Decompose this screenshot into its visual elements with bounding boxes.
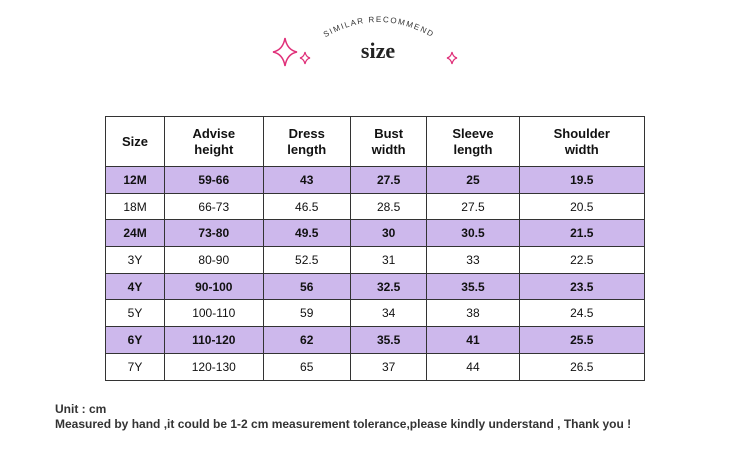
table-cell: 33 [426,246,520,274]
column-header: Advise height [164,116,264,167]
table-cell: 5Y [104,299,166,328]
size-table: Size Advise height Dress length Bust width Slee… [104,116,646,381]
table-cell: 35.5 [426,272,520,301]
table-cell: 4Y [104,272,166,301]
table-row: 6Y 110-120 62 35.5 41 25.5 [104,326,646,354]
table-cell: 31 [349,246,428,274]
table-cell: 6Y [104,326,166,354]
table-row: 7Y 120-130 65 37 44 26.5 [104,352,646,381]
header-line: Shoulder [553,125,610,141]
table-cell: 12M [104,166,166,194]
table-cell: 7Y [104,352,166,381]
table-cell: 27.5 [426,192,520,221]
table-row: 3Y 80-90 52.5 31 33 22.5 [104,246,646,274]
table-cell: 100-110 [164,299,264,328]
table-cell: 35.5 [349,326,428,354]
sparkle [446,51,458,65]
note: Unit : cm [55,402,107,416]
table-cell: 27.5 [349,166,428,194]
table-cell: 34 [349,299,428,328]
table-cell: 19.5 [518,166,646,194]
table-cell: 20.5 [518,192,646,221]
table-row: 5Y 100-110 59 34 38 24.5 [104,299,646,328]
table-cell: 56 [262,272,351,301]
table-cell: 28.5 [349,192,428,221]
header-line: length [453,141,493,157]
table-cell: 49.5 [262,219,351,248]
header-line: width [371,141,406,157]
table-cell: 62 [262,326,351,354]
header-line: Sleeve [452,125,494,141]
column-header: Sleeve length [426,116,520,167]
table-cell: 52.5 [262,246,351,274]
subtitle-text: SIMILAR RECOMMEND [322,15,435,39]
sparkle [299,51,311,65]
column-header: Dress length [262,116,351,167]
header-line: Size [122,133,149,149]
table-cell: 30.5 [426,219,520,248]
table-cell: 24M [104,219,166,248]
table-cell: 38 [426,299,520,328]
note: Measured by hand ,it could be 1-2 cm mea… [55,417,632,431]
table-cell: 110-120 [164,326,264,354]
table-cell: 37 [349,352,428,381]
table-cell: 32.5 [349,272,428,301]
table-cell: 65 [262,352,351,381]
table-cell: 41 [426,326,520,354]
table-cell: 30 [349,219,428,248]
table-cell: 25.5 [518,326,646,354]
header-line: Bust [374,125,404,141]
table-cell: 59-66 [164,166,264,194]
table-cell: 26.5 [518,352,646,381]
table-cell: 43 [262,166,351,194]
table-cell: 21.5 [518,219,646,248]
table-row: 12M 59-66 43 27.5 25 19.5 [104,166,646,194]
heading: SIMILAR RECOMMEND size [272,15,458,67]
table-cell: 3Y [104,246,166,274]
table-cell: 44 [426,352,520,381]
table-body: 12M 59-66 43 27.5 25 19.5 18M 66-73 46.5 28.5 27.5… [104,166,646,381]
table-cell: 80-90 [164,246,264,274]
header-line: Dress [288,125,325,141]
table-cell: 22.5 [518,246,646,274]
header-line: width [564,141,599,157]
table-cell: 59 [262,299,351,328]
table-cell: 46.5 [262,192,351,221]
subtitle: SIMILAR RECOMMEND [322,15,436,39]
table-cell: 120-130 [164,352,264,381]
table-row: 24M 73-80 49.5 30 30.5 21.5 [104,219,646,248]
header-line: height [194,141,234,157]
table-cell: 25 [426,166,520,194]
sparkle [272,37,298,67]
table-cell: 24.5 [518,299,646,328]
column-header: Shoulder width [518,116,646,167]
table-cell: 73-80 [164,219,264,248]
table-cell: 23.5 [518,272,646,301]
table-row: 4Y 90-100 56 32.5 35.5 23.5 [104,272,646,301]
header-line: length [287,141,327,157]
table-cell: 18M [104,192,166,221]
header-row: Size Advise height Dress length Bust width Slee… [104,116,646,167]
column-header: Size [104,116,166,167]
table-row: 18M 66-73 46.5 28.5 27.5 20.5 [104,192,646,221]
table-cell: 66-73 [164,192,264,221]
title: size [361,38,395,63]
column-header: Bust width [349,116,428,167]
header-line: Advise [192,125,236,141]
table-cell: 90-100 [164,272,264,301]
